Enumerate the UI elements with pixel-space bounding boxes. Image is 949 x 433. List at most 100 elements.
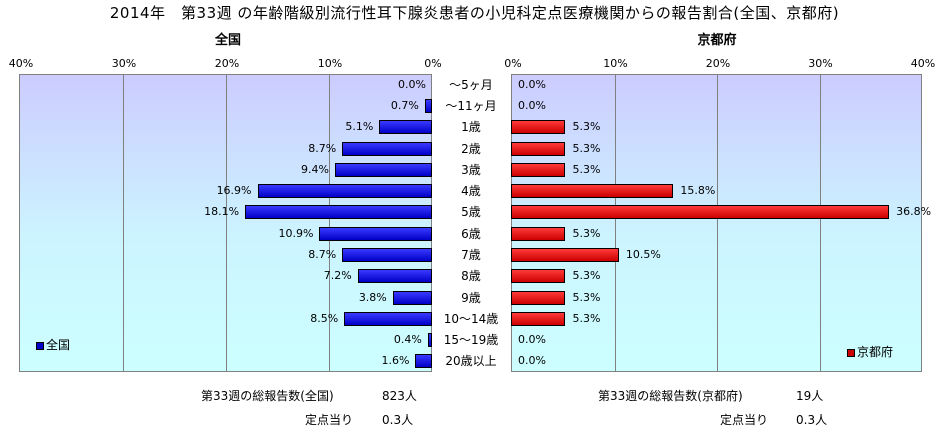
national-value-label: 0.4% (393, 333, 422, 347)
national-value-label: 10.9% (278, 226, 314, 240)
category-label: 9歳 (461, 290, 481, 305)
left-panel-title: 全国 (214, 33, 241, 48)
left-tick-label: 10% (317, 57, 343, 70)
national-bar (427, 333, 432, 348)
kyoto-value-label: 0.0% (518, 354, 546, 368)
kyoto-value-label: 5.3% (572, 162, 601, 176)
national-bar (257, 184, 432, 199)
national-bar (342, 141, 432, 156)
kyoto-legend: 京都府 (847, 345, 893, 359)
chart-title: 2014年 第33週 の年齢階級別流行性耳下腺炎患者の小児科定点医療機関からの報… (109, 4, 840, 22)
category-label: 7歳 (461, 247, 481, 262)
kyoto-value-label: 10.5% (625, 247, 661, 261)
left-tick-label: 30% (111, 57, 137, 70)
national-bar (344, 311, 432, 326)
category-label: 1歳 (461, 120, 481, 135)
kyoto-total-value: 19人 (796, 389, 824, 403)
national-value-label: 1.6% (381, 354, 410, 368)
kyoto-value-label: 5.3% (572, 290, 601, 304)
kyoto-value-label: 5.3% (572, 120, 601, 134)
kyoto-value-label: 5.3% (572, 269, 601, 283)
kyoto-bar (511, 226, 566, 241)
national-bar (415, 354, 432, 369)
national-bar (379, 120, 432, 135)
right-tick-label: 40% (910, 57, 936, 70)
kyoto-value-label: 5.3% (572, 141, 601, 155)
right-panel-title: 京都府 (697, 33, 737, 48)
left-tick-label: 40% (8, 57, 34, 70)
kyoto-bar (511, 290, 566, 305)
national-bar (319, 226, 432, 241)
kyoto-value-label: 0.0% (518, 77, 546, 91)
kyoto-bar (511, 184, 674, 199)
national-plot-area (19, 74, 432, 372)
national-value-label: 8.7% (308, 247, 337, 261)
kyoto-value-label: 0.0% (518, 333, 546, 347)
national-value-label: 9.4% (301, 162, 329, 176)
category-label: 5歳 (461, 205, 481, 220)
national-legend-swatch (36, 341, 44, 350)
left-gridline (226, 75, 227, 371)
right-gridline (614, 75, 616, 371)
left-gridline (123, 75, 124, 371)
category-label: ～11ヶ月 (445, 98, 497, 113)
national-per-label: 定点当り (305, 413, 354, 427)
category-label: 15～19歳 (443, 333, 499, 348)
kyoto-bar (511, 162, 566, 177)
kyoto-value-label: 0.0% (518, 98, 546, 112)
kyoto-bar (511, 205, 890, 220)
national-value-label: 16.9% (216, 184, 252, 198)
national-bar (424, 98, 432, 113)
kyoto-bar (511, 247, 619, 262)
kyoto-per-label: 定点当り (720, 413, 769, 427)
national-value-label: 18.1% (204, 205, 240, 219)
right-gridline (819, 75, 821, 371)
kyoto-value-label: 5.3% (572, 311, 601, 325)
kyoto-legend-label: 京都府 (857, 345, 894, 359)
national-bar (334, 162, 432, 177)
national-total-label: 第33週の総報告数(全国) (201, 389, 334, 403)
left-gridline (329, 75, 330, 371)
category-label: 4歳 (461, 184, 481, 199)
kyoto-bar (511, 269, 566, 284)
national-value-label: 5.1% (345, 120, 374, 134)
national-value-label: 7.2% (323, 269, 352, 283)
right-gridline (717, 75, 718, 371)
kyoto-value-label: 15.8% (680, 184, 716, 198)
kyoto-value-label: 5.3% (572, 226, 601, 240)
national-bar (392, 290, 432, 305)
national-value-label: 3.8% (358, 290, 387, 304)
national-value-label: 0.7% (390, 98, 419, 112)
right-tick-label: 20% (705, 57, 731, 70)
national-legend: 全国 (36, 338, 70, 352)
national-per-value: 0.3人 (382, 413, 414, 427)
category-label: 20歳以上 (445, 354, 497, 369)
right-tick-label: 30% (808, 57, 833, 70)
kyoto-bar (511, 120, 566, 135)
category-label: 2歳 (461, 141, 481, 156)
kyoto-value-label: 36.8% (896, 205, 932, 219)
kyoto-total-label: 第33週の総報告数(京都府) (598, 389, 743, 403)
national-value-label: 0.0% (398, 77, 426, 91)
national-legend-label: 全国 (46, 338, 71, 352)
category-label: 10～14歳 (443, 311, 499, 326)
kyoto-bar (511, 311, 566, 326)
category-label: 8歳 (461, 269, 481, 284)
category-label: 3歳 (461, 162, 481, 177)
kyoto-legend-swatch (847, 348, 855, 357)
kyoto-plot-area (511, 74, 922, 372)
national-bar (245, 205, 432, 220)
category-label: 6歳 (461, 226, 481, 241)
category-label: ～5ヶ月 (449, 77, 493, 92)
right-tick-label: 0% (504, 57, 522, 70)
kyoto-per-value: 0.3人 (796, 413, 828, 427)
kyoto-bar (511, 141, 566, 156)
national-bar (357, 269, 432, 284)
national-value-label: 8.5% (310, 311, 339, 325)
national-value-label: 8.7% (308, 141, 337, 155)
national-bar (342, 247, 432, 262)
left-tick-label: 20% (214, 57, 240, 70)
national-total-value: 823人 (382, 389, 417, 403)
right-tick-label: 10% (603, 57, 628, 70)
left-tick-label: 0% (424, 57, 442, 70)
